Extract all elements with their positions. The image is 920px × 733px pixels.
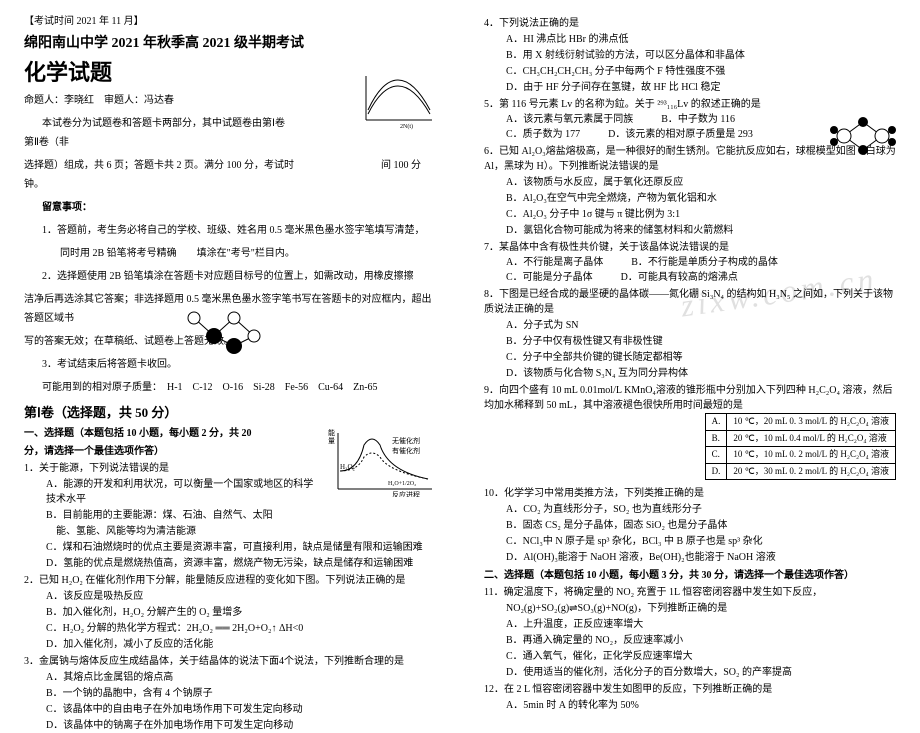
q5-B: B．中子数为 116 (661, 112, 735, 127)
q4-A: A．HI 沸点比 HBr 的沸点低 (484, 32, 896, 47)
q11-C: C．通入氧气，催化，正化学反应速率增大 (484, 649, 896, 664)
q10: 10．化学学习中常用类推方法，下列类推正确的是 (484, 486, 896, 501)
svg-text:反应进程: 反应进程 (392, 490, 420, 497)
svg-text:无催化剂: 无催化剂 (392, 436, 420, 445)
svg-text:能: 能 (328, 428, 335, 437)
svg-text:H₂O+1/2O₂: H₂O+1/2O₂ (388, 481, 416, 487)
cell: 20 ℃，30 mL 0. 2 mol/L 的 H₂C₂O₄ 溶液 (727, 463, 896, 480)
q6-C: C．Al₂O₃ 分子中 1σ 键与 π 键比例为 3:1 (484, 207, 896, 222)
q6-D: D．氯铝化合物可能成为将来的储氢材料和火箭燃料 (484, 223, 896, 238)
atoms: 可能用到的相对原子质量： H-1 C-12 O-16 Si-28 Fe-56 C… (24, 378, 436, 397)
q7-B: B．不行能是单质分子构成的晶体 (631, 255, 778, 270)
right-column: 4．下列说法正确的是 A．HI 沸点比 HBr 的沸点低 B．用 X 射线衍射试… (460, 0, 920, 651)
q1-Bb: 能、氢能、风能等均为清洁能源 (24, 524, 436, 539)
q11-rxn: NO₂(g)+SO₂(g)⇌SO₃(g)+NO(g)，下列推断正确的是 (484, 601, 896, 616)
svg-text:H₂O₂: H₂O₂ (340, 463, 356, 471)
q7-D: D．可能具有较高的熔沸点 (621, 270, 738, 285)
q1-C: C．煤和石油燃烧时的优点主要是资源丰富，可直接利用，缺点是储量有限和运输困难 (24, 540, 436, 555)
cell: B. (705, 430, 727, 447)
q5: 5．第 116 号元素 Lv 的名称为鉝。关于 ²⁹³₁₁₆Lv 的叙述正确的是 (484, 97, 896, 112)
cell: C. (705, 447, 727, 464)
q5-A: A．该元素与氧元素属于同族 (506, 112, 633, 127)
q6-B: B．Al₂O₃在空气中完全燃烧，产物为氧化铝和水 (484, 191, 896, 206)
notice-1: 1．答题前，考生务必将自己的学校、班级、姓名用 0.5 毫米黑色墨水签字笔填写清… (24, 221, 436, 240)
q4-B: B．用 X 射线衍射试验的方法，可以区分晶体和非晶体 (484, 48, 896, 63)
cell: 20 ℃，10 mL 0.4 mol/L 的 H₂C₂O₄ 溶液 (727, 430, 896, 447)
cell: A. (705, 414, 727, 431)
q2-D: D．加入催化剂，减小了反应的活化能 (24, 637, 436, 652)
svg-text:量: 量 (328, 437, 335, 445)
notice-3: 3．考试结束后将答题卡收回。 (24, 355, 436, 374)
table-row: D.20 ℃，30 mL 0. 2 mol/L 的 H₂C₂O₄ 溶液 (705, 463, 895, 480)
table-row: A.10 ℃，20 mL 0. 3 mol/L 的 H₂C₂O₄ 溶液 (705, 414, 895, 431)
notice-2: 2．选择题使用 2B 铅笔填涂在答题卡对应题目标号的位置上，如需改动，用橡皮擦擦 (24, 267, 436, 286)
q7-C: C．可能是分子晶体 (506, 270, 593, 285)
table-row: C.10 ℃，10 mL 0. 2 mol/L 的 H₂C₂O₄ 溶液 (705, 447, 895, 464)
left-column: 【考试时间 2021 年 11 月】 绵阳南山中学 2021 年秋季高 2021… (0, 0, 460, 651)
q8: 8．下图是已经合成的最坚硬的晶体碳——氮化硼 Si₃N₄ 的结构如 H₃N₅ 之… (484, 287, 896, 317)
eq-curve-diagram: 2N(t) (358, 70, 436, 130)
q7-row1: A．不行能是离子晶体 B．不行能是单质分子构成的晶体 (484, 255, 896, 270)
q7-A: A．不行能是离子晶体 (506, 255, 603, 270)
q11-B: B．再通入确定量的 NO₂，反应速率减小 (484, 633, 896, 648)
q10-C: C．NCl₃中 N 原子是 sp³ 杂化，BCl₃ 中 B 原子也是 sp³ 杂… (484, 534, 896, 549)
molecule-diagram (830, 112, 896, 160)
cell: D. (705, 463, 727, 480)
q7-row2: C．可能是分子晶体 D．可能具有较高的熔沸点 (484, 270, 896, 285)
sec2-head: 二、选择题（本题包括 10 小题，每小题 3 分，共 30 分，请选择一个最佳选… (484, 568, 896, 583)
q1-B: B．目前能用的主要能源：煤、石油、自然气、太阳 (24, 508, 436, 523)
q11: 11．确定温度下，将确定量的 NO₂ 充置于 1L 恒容密闭容器中发生如下反应， (484, 585, 896, 600)
q2-A: A．该反应是吸热反应 (24, 589, 436, 604)
q8-D: D．该物质与化合物 S₃N₄ 互为同分异构体 (484, 366, 896, 381)
q11-A: A．上升温度，正反应速率增大 (484, 617, 896, 632)
intro-2a: 选择题）组成，共 6 页；答题卡共 2 页。满分 100 分，考试时 (24, 160, 294, 171)
notice-1b: 同时用 2B 铅笔将考号精确 填涂在"考号"栏目内。 (24, 244, 436, 263)
table-row: B.20 ℃，10 mL 0.4 mol/L 的 H₂C₂O₄ 溶液 (705, 430, 895, 447)
cluster-diagram (184, 308, 270, 354)
q5-D: D．该元素的相对原子质量是 293 (608, 127, 753, 142)
q3-A: A．其熔点比金属铝的熔点高 (24, 670, 436, 685)
svg-text:有催化剂: 有催化剂 (392, 446, 420, 455)
energy-diagram: 能 量 H₂O₂ H₂O+1/2O₂ 反应进程 无催化剂 有催化剂 (328, 425, 436, 497)
q3-B: B．一个钠的晶胞中，含有 4 个钠原子 (24, 686, 436, 701)
q9-table: A.10 ℃，20 mL 0. 3 mol/L 的 H₂C₂O₄ 溶液 B.20… (705, 413, 896, 480)
q11-D: D．使用适当的催化剂，活化分子的百分数增大，SO₂ 的产率提高 (484, 665, 896, 680)
q10-A: A．CO₂ 为直线形分子，SO₂ 也为直线形分子 (484, 502, 896, 517)
q3: 3．金属钠与熔体反应生成结晶体，关于结晶体的说法下面4个说法，下列推断合理的是 (24, 654, 436, 669)
cell: 10 ℃，20 mL 0. 3 mol/L 的 H₂C₂O₄ 溶液 (727, 414, 896, 431)
q6-A: A．该物质与水反应，属于氧化还原反应 (484, 175, 896, 190)
q9: 9．向四个盛有 10 mL 0.01mol/L KMnO₄溶液的锥形瓶中分别加入… (484, 383, 896, 413)
notice-head: 留意事项： (24, 198, 436, 217)
q2-B: B．加入催化剂，H₂O₂ 分解产生的 O₂ 量增多 (24, 605, 436, 620)
cell: 10 ℃，10 mL 0. 2 mol/L 的 H₂C₂O₄ 溶液 (727, 447, 896, 464)
q12-A: A．5min 时 A 的转化率为 50% (484, 698, 896, 713)
intro-line-2: 选择题）组成，共 6 页；答题卡共 2 页。满分 100 分，考试时 间 100… (24, 156, 436, 194)
q12: 12．在 2 L 恒容密闭容器中发生如图甲的反应，下列推断正确的是 (484, 682, 896, 697)
intro-1a: 本试卷分为试题卷和答题卡两部分，其中试题卷由第Ⅰ卷 (42, 118, 285, 129)
school-line: 绵阳南山中学 2021 年秋季高 2021 级半期考试 (24, 33, 436, 54)
q3-D: D．该晶体中的钠离子在外加电场作用下可发生定向移动 (24, 718, 436, 733)
q8-B: B．分子中仅有极性键又有非极性键 (484, 334, 896, 349)
svg-text:2N(t): 2N(t) (400, 123, 413, 130)
q5-C: C．质子数为 177 (506, 127, 580, 142)
q10-D: D．Al(OH)₃能溶于 NaOH 溶液，Be(OH)₂也能溶于 NaOH 溶液 (484, 550, 896, 565)
q2-C: C．H₂O₂ 分解的热化学方程式：2H₂O₂ ══ 2H₂O+O₂↑ ΔH<0 (24, 621, 436, 636)
q10-B: B．固态 CS₂ 是分子晶体，固态 SiO₂ 也是分子晶体 (484, 518, 896, 533)
q8-C: C．分子中全部共价键的键长随定都相等 (484, 350, 896, 365)
exam-tag: 【考试时间 2021 年 11 月】 (24, 14, 436, 29)
q1-D: D．氢能的优点是燃烧热值高，资源丰富，燃烧产物无污染，缺点是储存和运输困难 (24, 556, 436, 571)
q4-D: D．由于 HF 分子间存在氢键，故 HF 比 HCl 稳定 (484, 80, 896, 95)
q4: 4．下列说法正确的是 (484, 16, 896, 31)
q3-C: C．该晶体中的自由电子在外加电场作用下可发生定向移动 (24, 702, 436, 717)
q7: 7．某晶体中含有极性共价键，关于该晶体说法错误的是 (484, 240, 896, 255)
part-1-head: 第Ⅰ卷（选择题，共 50 分） (24, 403, 436, 423)
q4-C: C．CH₃CH₂CH₂CH₃ 分子中每两个 F 特性强度不强 (484, 64, 896, 79)
q8-A: A．分子式为 SN (484, 318, 896, 333)
q2: 2．已知 H₂O₂ 在催化剂作用下分解，能量随反应进程的变化如下图。下列说法正确… (24, 573, 436, 588)
